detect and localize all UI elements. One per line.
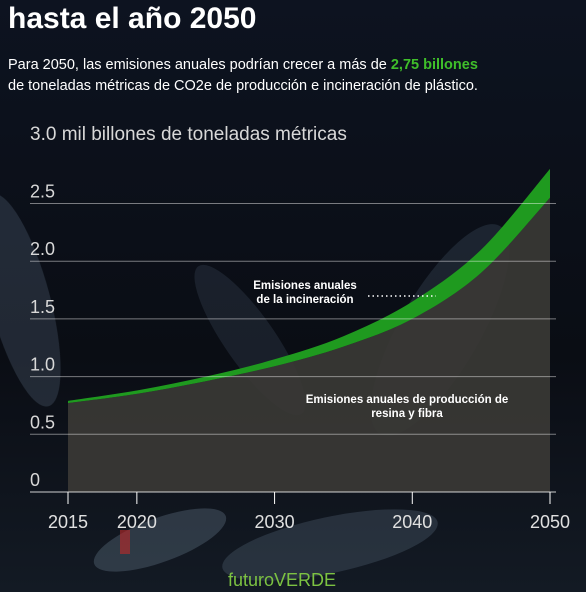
- x-tick-label: 2040: [392, 512, 432, 532]
- y-tick-label: 0: [30, 470, 40, 490]
- y-tick-label: 1.0: [30, 355, 55, 375]
- series-annotation: Emisiones anuales: [253, 280, 357, 292]
- subtitle-part: de toneladas métricas de CO2e de producc…: [8, 78, 478, 94]
- subtitle-highlight: 2,75 billones: [391, 57, 478, 73]
- y-tick-label: 1.5: [30, 297, 55, 317]
- x-tick-label: 2030: [255, 512, 295, 532]
- bottle-cap: [120, 530, 130, 554]
- x-tick-label: 2050: [530, 512, 570, 532]
- y-tick-label: 0.5: [30, 412, 55, 432]
- series-annotation: de la incineración: [256, 294, 353, 306]
- subtitle-part: Para 2050, las emisiones anuales podrían…: [8, 57, 391, 73]
- incineration-band: [68, 168, 550, 404]
- y-tick-label: 2.5: [30, 182, 55, 202]
- x-tick-label: 2015: [48, 512, 88, 532]
- x-tick-label: 2020: [117, 512, 157, 532]
- y-tick-label: 2.0: [30, 239, 55, 259]
- chart-subtitle: Para 2050, las emisiones anuales podrían…: [8, 57, 482, 94]
- series-annotation: Emisiones anuales de producción de: [306, 394, 509, 406]
- y-tick-label: 3.0 mil billones de toneladas métricas: [30, 124, 347, 145]
- series-annotation: resina y fibra: [371, 408, 443, 420]
- logo: futuroVERDE: [228, 570, 336, 590]
- chart-title: hasta el año 2050: [8, 2, 256, 35]
- resin-area: [68, 197, 550, 493]
